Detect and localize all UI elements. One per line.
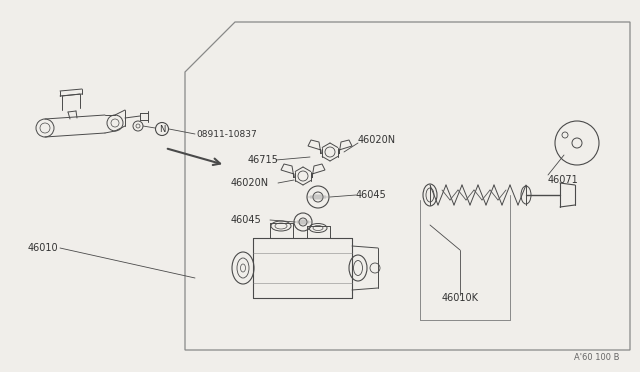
Text: 46071: 46071 <box>548 175 579 185</box>
Text: 46010: 46010 <box>28 243 59 253</box>
Text: 08911-10837: 08911-10837 <box>196 129 257 138</box>
Text: 46715: 46715 <box>248 155 279 165</box>
Text: 46010K: 46010K <box>442 293 479 303</box>
Text: 46045: 46045 <box>356 190 387 200</box>
Text: A'60 100 B: A'60 100 B <box>575 353 620 362</box>
Text: 46045: 46045 <box>231 215 262 225</box>
Text: 46020N: 46020N <box>231 178 269 188</box>
Text: N: N <box>159 125 165 134</box>
Text: 46020N: 46020N <box>358 135 396 145</box>
